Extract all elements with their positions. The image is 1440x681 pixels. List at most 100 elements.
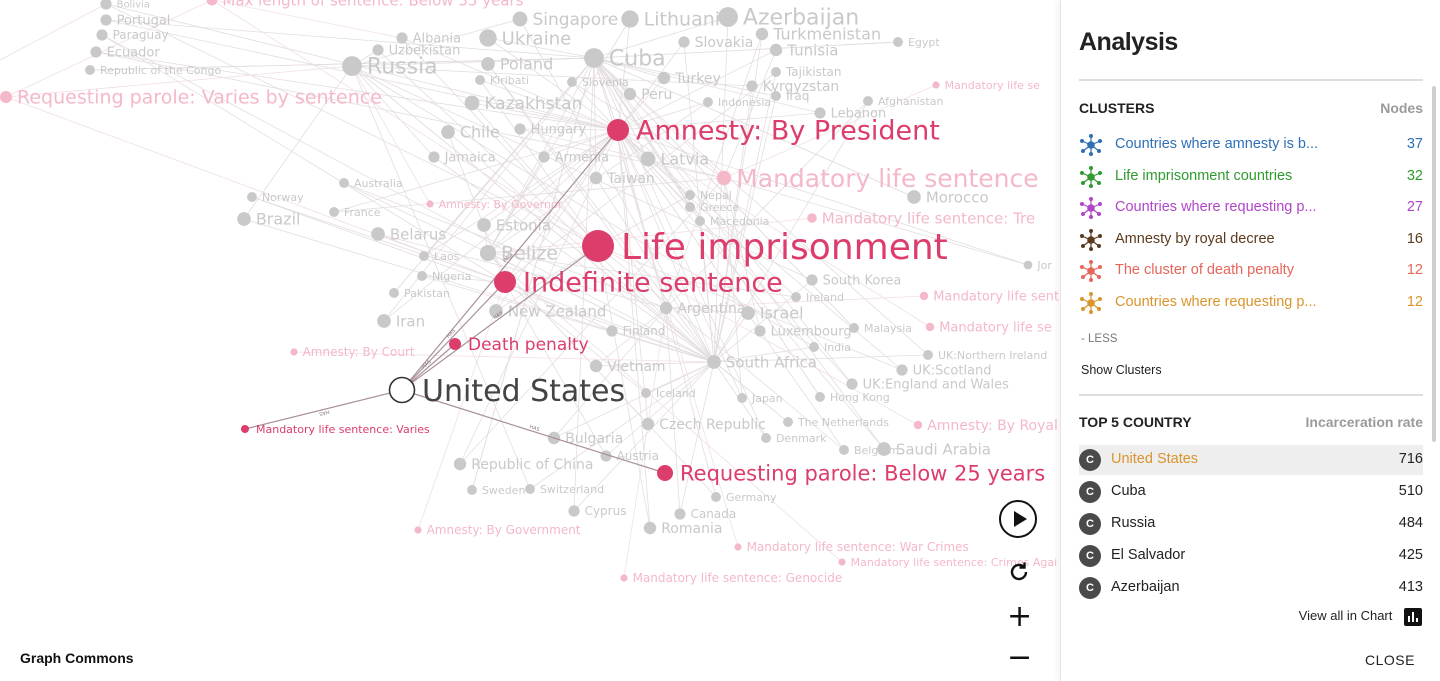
attribute-node-label[interactable]: Mandatory life sentence [736, 164, 1038, 193]
country-node[interactable] [441, 125, 455, 139]
attribute-node[interactable] [913, 420, 923, 430]
country-node-label[interactable]: Austria [617, 449, 659, 463]
country-node[interactable] [863, 96, 873, 106]
country-node[interactable] [377, 314, 391, 328]
country-node[interactable] [711, 492, 721, 502]
country-node-label[interactable]: Paraguay [113, 28, 169, 42]
country-node-label[interactable]: Nigeria [432, 270, 471, 283]
country-node[interactable] [464, 95, 480, 111]
attribute-node[interactable] [807, 213, 817, 223]
country-node-label[interactable]: Germany [726, 491, 777, 504]
country-node-label[interactable]: UK:Northern Ireland [938, 349, 1047, 362]
cluster-item[interactable]: Countries where requesting p... 27 [1079, 197, 1423, 220]
country-node[interactable] [741, 306, 755, 320]
country-node-label[interactable]: Uzbekistan [389, 44, 461, 59]
attribute-node-label[interactable]: Mandatory life se [939, 321, 1052, 336]
country-node[interactable] [589, 359, 603, 373]
country-node[interactable] [674, 508, 686, 520]
country-node-label[interactable]: Poland [500, 55, 553, 74]
attribute-node-label[interactable]: Max length of sentence: Below 35 years [222, 0, 523, 9]
country-node[interactable] [641, 388, 651, 398]
country-node-label[interactable]: UK:England and Wales [863, 378, 1010, 393]
country-node-label[interactable]: Jor [1036, 259, 1052, 272]
country-node-label[interactable]: Iceland [656, 387, 696, 400]
country-node-label[interactable]: Tunisia [786, 41, 838, 59]
country-node[interactable] [479, 244, 497, 262]
country-node-label[interactable]: Iran [396, 312, 425, 330]
country-node-label[interactable]: Tajikistan [785, 65, 842, 79]
country-node[interactable] [100, 14, 112, 26]
country-node[interactable] [514, 123, 526, 135]
attribute-node[interactable] [838, 558, 846, 566]
country-node[interactable] [907, 190, 921, 204]
country-node-label[interactable]: Nepal [700, 189, 732, 202]
country-node-label[interactable]: Estonia [496, 216, 551, 234]
country-node-label[interactable]: Laos [434, 250, 460, 263]
country-node[interactable] [695, 216, 705, 226]
country-node-label[interactable]: South Africa [726, 353, 817, 371]
attribute-node-label[interactable]: Mandatory life se [945, 79, 1040, 92]
country-node-label[interactable]: Azerbaijan [743, 6, 859, 31]
focus-node[interactable] [388, 376, 416, 404]
cluster-item[interactable]: Amnesty by royal decree 16 [1079, 228, 1423, 251]
country-node-label[interactable]: Egypt [908, 36, 940, 49]
country-node[interactable] [703, 97, 713, 107]
country-node[interactable] [641, 417, 655, 431]
highlighted-node[interactable] [607, 119, 629, 141]
attribute-node[interactable] [932, 81, 940, 89]
attribute-node-label[interactable]: Mandatory life sentence: War Crimes [747, 540, 969, 554]
attribute-node[interactable] [716, 170, 732, 186]
country-node[interactable] [877, 442, 891, 456]
country-node-label[interactable]: France [344, 206, 381, 219]
country-node[interactable] [754, 325, 766, 337]
country-node[interactable] [479, 29, 497, 47]
country-node[interactable] [489, 304, 503, 318]
show-clusters-button[interactable]: Show Clusters [1081, 363, 1162, 377]
country-node-label[interactable]: Iraq [786, 89, 809, 103]
country-node[interactable] [791, 292, 801, 302]
country-node-label[interactable]: India [824, 341, 851, 354]
country-node-label[interactable]: Albania [413, 32, 462, 47]
country-node[interactable] [525, 484, 535, 494]
highlighted-node-label[interactable]: Life imprisonment [621, 227, 948, 268]
country-node[interactable] [771, 67, 781, 77]
attribute-node-label[interactable]: Amnesty: By Court [303, 345, 415, 359]
zoom-out-button[interactable]: − [1007, 640, 1033, 675]
country-node[interactable] [90, 46, 102, 58]
country-node[interactable] [339, 178, 349, 188]
country-node[interactable] [567, 77, 577, 87]
country-node-label[interactable]: Sweden [482, 484, 525, 497]
country-node-label[interactable]: Latvia [660, 150, 709, 169]
cluster-item[interactable]: Life imprisonment countries 32 [1079, 165, 1423, 188]
country-node[interactable] [512, 11, 528, 27]
country-node[interactable] [718, 7, 738, 27]
highlighted-node[interactable] [494, 271, 516, 293]
attribute-node[interactable] [426, 200, 434, 208]
country-node[interactable] [453, 457, 467, 471]
country-node[interactable] [584, 48, 604, 68]
country-node[interactable] [814, 107, 826, 119]
country-node-label[interactable]: Saudi Arabia [896, 440, 991, 458]
country-node-label[interactable]: Belize [501, 243, 558, 265]
country-node[interactable] [685, 202, 695, 212]
less-toggle[interactable]: - LESS [1081, 333, 1118, 345]
graph-canvas[interactable]: Bolivia Portugal Paraguay Ecuador Republic o… [0, 0, 1060, 681]
country-node[interactable] [783, 417, 793, 427]
highlighted-node-label[interactable]: Indefinite sentence [523, 268, 783, 299]
attribute-node[interactable] [734, 543, 742, 551]
country-node-label[interactable]: Belarus [390, 225, 447, 243]
country-node-label[interactable]: Kazakhstan [484, 94, 582, 114]
country-node-label[interactable]: Vietnam [607, 359, 665, 375]
country-node[interactable] [589, 171, 603, 185]
country-node-label[interactable]: Lithuania [644, 9, 732, 31]
country-node-label[interactable]: Israel [760, 304, 804, 323]
country-node-label[interactable]: Russia [367, 55, 438, 80]
country-node[interactable] [923, 350, 933, 360]
country-node-label[interactable]: Republic of the Congo [100, 64, 222, 77]
country-node-label[interactable]: Luxembourg [771, 325, 852, 340]
country-node[interactable] [809, 342, 819, 352]
attribute-node[interactable] [620, 574, 628, 582]
country-node[interactable] [342, 56, 362, 76]
country-row[interactable]: C El Salvador 425 [1079, 541, 1423, 571]
